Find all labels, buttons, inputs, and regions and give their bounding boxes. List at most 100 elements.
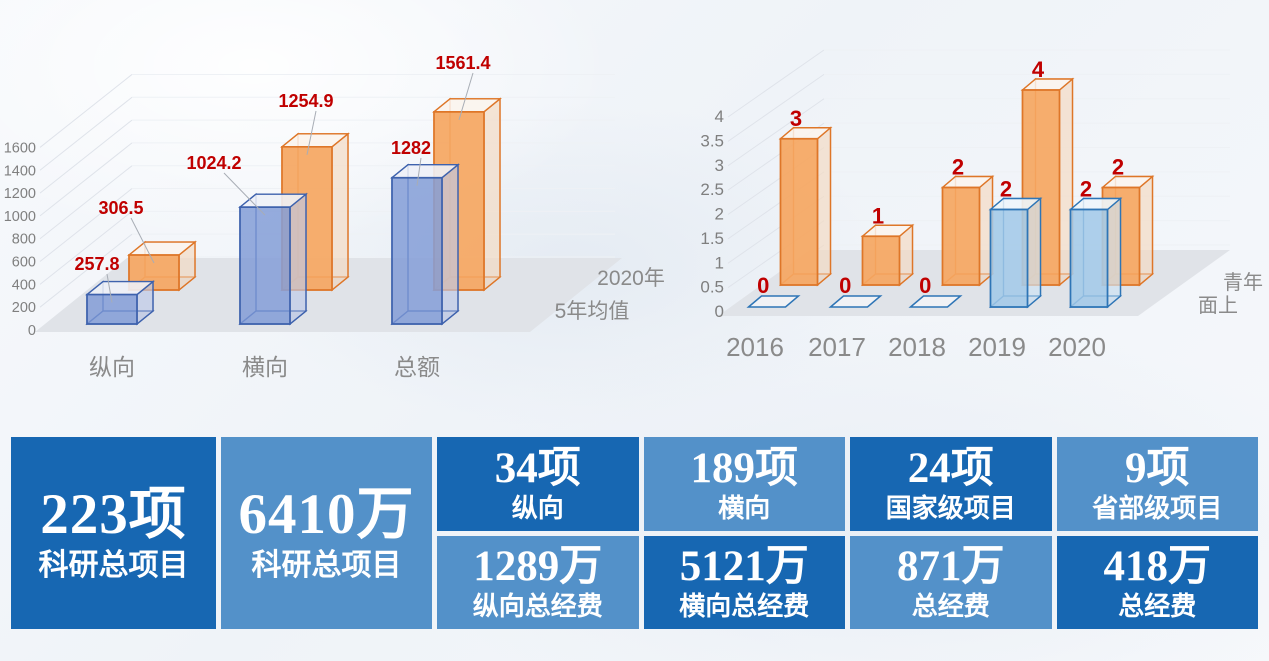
bar-side-face <box>1106 196 1122 309</box>
y-tick-label: 2.5 <box>700 180 724 199</box>
bar-side-face <box>1138 174 1154 287</box>
y-tick-label: 1 <box>715 253 724 272</box>
label-leader-line <box>306 110 317 155</box>
y-tick-label: 1200 <box>4 186 36 202</box>
bar-front-face <box>989 208 1029 308</box>
category-label: 纵向 <box>89 354 135 380</box>
funding-3d-bar-chart: 0 200 400 600 800 1000 1200 1400 1600 257.8 1024.2… <box>4 53 665 380</box>
stat-horizontal-funding: 5121万 横向总经费 <box>643 535 845 629</box>
gridline-wall <box>39 74 133 148</box>
gridline-wall <box>727 98 825 167</box>
data-label: 1 <box>872 203 884 228</box>
data-label: 1024.2 <box>186 153 241 173</box>
gridline-wall <box>39 119 133 194</box>
stat-label: 省部级项目 <box>1092 492 1223 523</box>
stat-national-projects: 24项 国家级项目 <box>850 437 1052 531</box>
bar-front-face <box>391 176 443 325</box>
y-tick-label: 200 <box>12 300 36 316</box>
label-leader-line <box>416 157 422 186</box>
gridline-wall <box>39 210 133 285</box>
y-tick-label: 4 <box>715 107 724 126</box>
gridline-wall <box>39 96 133 171</box>
data-label: 2 <box>952 155 964 180</box>
stat-value: 34项 <box>494 444 581 492</box>
y-tick-label: 1600 <box>4 140 36 156</box>
gridline-wall <box>39 142 133 217</box>
y-tick-label: 800 <box>12 232 36 248</box>
data-label: 257.8 <box>74 254 119 274</box>
stat-label: 纵向 <box>511 492 564 523</box>
bar-side-face <box>483 97 501 292</box>
category-label: 总额 <box>394 354 440 380</box>
category-label: 2020 <box>1048 332 1106 362</box>
bar-side-face <box>441 163 459 326</box>
category-label: 2017 <box>808 332 866 362</box>
y-tick-label: 0 <box>715 302 724 321</box>
bar-zero-marker <box>908 295 963 308</box>
y-tick-label: 1000 <box>4 209 36 225</box>
data-label: 1254.9 <box>278 91 333 111</box>
stats-banner: 223项 科研总项目 6410万 科研总项目 34项 纵向 189项 横向 24… <box>11 437 1258 629</box>
gridline-wall <box>39 165 133 240</box>
label-leader-line <box>130 217 155 264</box>
stat-total-projects: 223项 科研总项目 <box>11 437 216 629</box>
bar-front-face <box>86 293 138 325</box>
data-label: 2 <box>1080 177 1092 202</box>
data-label: 0 <box>919 273 931 298</box>
label-leader-line <box>106 273 113 303</box>
stat-label: 国家级项目 <box>885 492 1016 523</box>
y-tick-label: 3.5 <box>700 131 724 150</box>
bar-zero-marker <box>828 295 883 308</box>
category-label: 横向 <box>242 354 288 380</box>
gridline-wall <box>727 73 825 142</box>
category-label: 2019 <box>968 332 1026 362</box>
stat-value: 871万 <box>897 543 1005 591</box>
bar-front-face <box>941 186 981 286</box>
bar-side-face <box>816 126 832 287</box>
bar-side-face <box>331 132 349 292</box>
y-tick-label: 600 <box>12 255 36 271</box>
series-depth-label: 面上 <box>1198 294 1238 317</box>
stat-value: 24项 <box>907 444 994 492</box>
data-label: 4 <box>1032 57 1045 82</box>
y-tick-label: 1400 <box>4 163 36 179</box>
stat-value: 9项 <box>1125 444 1190 492</box>
stat-label: 科研总项目 <box>38 548 189 582</box>
series-depth-label: 2020年 <box>597 267 665 290</box>
label-leader-line <box>223 172 266 216</box>
stat-value: 189项 <box>690 444 799 492</box>
bar-zero-marker <box>746 295 801 308</box>
y-tick-label: 0.5 <box>700 278 724 297</box>
y-tick-label: 3 <box>715 156 724 175</box>
stat-horizontal-projects: 189项 横向 <box>643 437 845 531</box>
bar-side-face <box>1026 196 1042 309</box>
stat-label: 纵向总经费 <box>472 591 603 622</box>
stat-label: 横向总经费 <box>679 591 810 622</box>
gridline-wall <box>727 49 825 118</box>
stat-value: 6410万 <box>238 482 415 546</box>
stat-value: 5121万 <box>679 543 809 591</box>
data-label: 3 <box>790 106 802 131</box>
y-tick-label: 0 <box>28 323 36 339</box>
data-label: 2 <box>1112 155 1124 180</box>
data-label: 0 <box>839 273 851 298</box>
stat-provincial-projects: 9项 省部级项目 <box>1056 437 1258 531</box>
bar-front-face <box>861 235 901 286</box>
label-leader-line <box>458 72 474 120</box>
stat-vertical-projects: 34项 纵向 <box>437 437 639 531</box>
y-tick-label: 400 <box>12 277 36 293</box>
stat-total-funding: 6410万 科研总项目 <box>221 437 432 629</box>
stat-label: 横向 <box>718 492 771 523</box>
data-label: 306.5 <box>98 198 143 218</box>
series-depth-label: 青年 <box>1223 271 1263 294</box>
stat-value: 223项 <box>40 482 187 546</box>
stat-label: 总经费 <box>911 591 990 622</box>
data-label: 2 <box>1000 177 1012 202</box>
series-depth-label: 5年均值 <box>555 300 630 323</box>
bar-front-face <box>779 137 819 286</box>
gridline-wall <box>39 188 133 262</box>
data-label: 0 <box>757 273 769 298</box>
data-label: 1561.4 <box>435 53 490 73</box>
